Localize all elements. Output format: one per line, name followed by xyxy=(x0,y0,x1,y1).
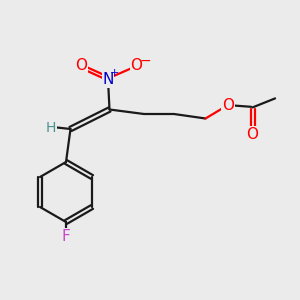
Text: O: O xyxy=(130,58,142,74)
Text: +: + xyxy=(110,68,119,78)
Text: N: N xyxy=(102,72,114,87)
Text: −: − xyxy=(139,54,151,68)
Text: F: F xyxy=(61,229,70,244)
Text: O: O xyxy=(247,127,259,142)
Text: O: O xyxy=(222,98,234,112)
Text: O: O xyxy=(75,58,87,74)
Text: H: H xyxy=(46,121,56,134)
